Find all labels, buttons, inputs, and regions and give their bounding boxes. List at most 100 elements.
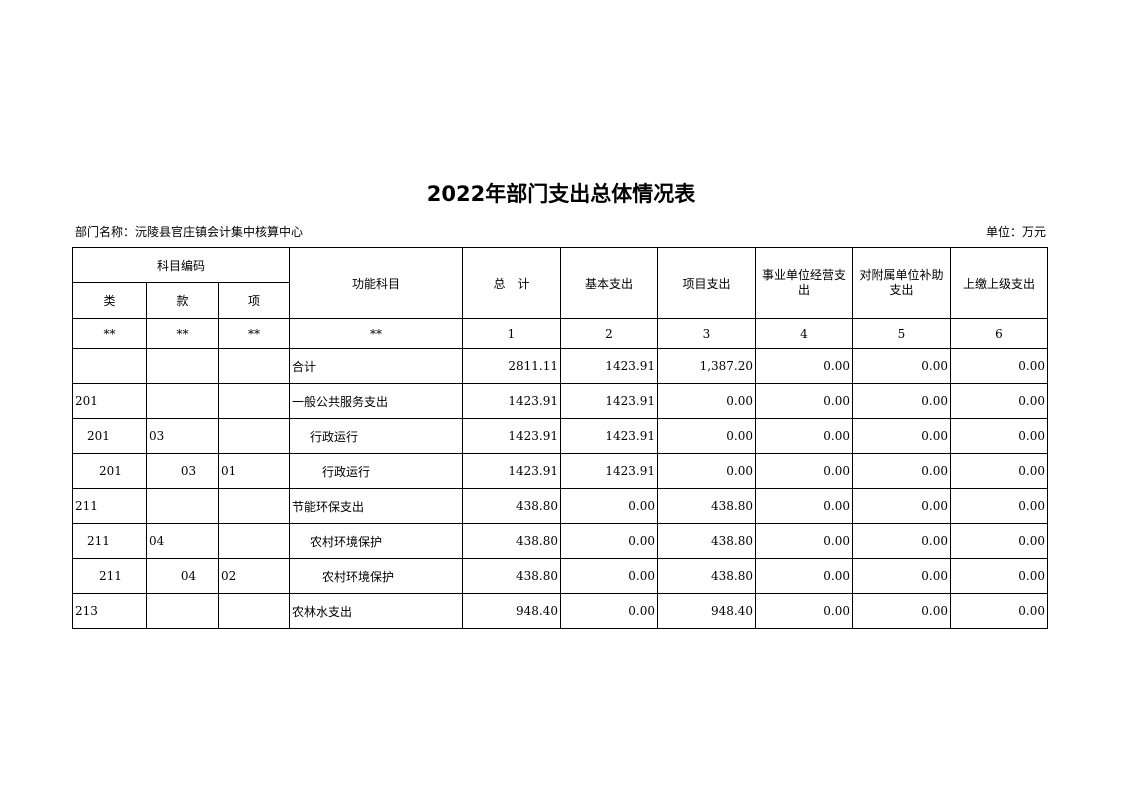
cell-subsidy: 0.00 (852, 418, 951, 454)
header-basic: 基本支出 (560, 247, 658, 319)
cell-upper: 0.00 (950, 558, 1048, 594)
cell-total: 1423.91 (462, 418, 561, 454)
cell-code-xiang (218, 418, 290, 454)
header-project: 项目支出 (657, 247, 756, 319)
table-row: 211 04 农村环境保护 438.80 0.00 438.80 0.00 0.00 0.00 (72, 523, 1048, 559)
cell-project: 438.80 (657, 523, 756, 559)
cell-upper: 0.00 (950, 523, 1048, 559)
index-cell: 5 (852, 318, 951, 349)
cell-basic: 0.00 (560, 593, 658, 629)
cell-code-kuan (146, 348, 219, 384)
cell-code-kuan: 04 (146, 523, 219, 559)
cell-project: 0.00 (657, 383, 756, 419)
cell-code-xiang (218, 488, 290, 524)
cell-upper: 0.00 (950, 418, 1048, 454)
cell-function-name: 农林水支出 (289, 593, 463, 629)
cell-total: 438.80 (462, 523, 561, 559)
cell-code-kuan: 03 (146, 418, 219, 454)
cell-code-xiang (218, 348, 290, 384)
index-cell: 2 (560, 318, 658, 349)
cell-project: 0.00 (657, 453, 756, 489)
index-cell: 3 (657, 318, 756, 349)
table-row: 213 农林水支出 948.40 0.00 948.40 0.00 0.00 0.00 (72, 593, 1048, 629)
header-code-group: 科目编码 (72, 247, 290, 283)
cell-business: 0.00 (755, 383, 853, 419)
cell-function-name: 节能环保支出 (289, 488, 463, 524)
cell-upper: 0.00 (950, 383, 1048, 419)
cell-code-kuan (146, 593, 219, 629)
cell-function-name: 农村环境保护 (289, 523, 463, 559)
cell-total: 1423.91 (462, 383, 561, 419)
table-row: 211 04 02 农村环境保护 438.80 0.00 438.80 0.00 0.00 0.0… (72, 558, 1048, 594)
table-row: 211 节能环保支出 438.80 0.00 438.80 0.00 0.00 0.00 (72, 488, 1048, 524)
cell-upper: 0.00 (950, 453, 1048, 489)
cell-project: 1,387.20 (657, 348, 756, 384)
cell-code-kuan (146, 488, 219, 524)
department-name: 部门名称：沅陵县官庄镇会计集中核算中心 (75, 225, 304, 239)
cell-function-name: 农村环境保护 (289, 558, 463, 594)
cell-function-name: 合计 (289, 348, 463, 384)
cell-code-kuan: 03 (146, 453, 219, 489)
cell-code-kuan (146, 383, 219, 419)
cell-business: 0.00 (755, 488, 853, 524)
cell-business: 0.00 (755, 523, 853, 559)
index-row: ** ** ** ** 1 2 3 4 5 6 (72, 318, 1048, 349)
table-row: 合计 2811.11 1423.91 1,387.20 0.00 0.00 0.00 (72, 348, 1048, 384)
unit-label: 单位：万元 (985, 225, 1046, 239)
cell-subsidy: 0.00 (852, 523, 951, 559)
cell-basic: 0.00 (560, 523, 658, 559)
header-xiang: 项 (218, 282, 290, 319)
cell-total: 948.40 (462, 593, 561, 629)
cell-project: 0.00 (657, 418, 756, 454)
cell-project: 438.80 (657, 558, 756, 594)
cell-upper: 0.00 (950, 348, 1048, 384)
cell-function-name: 行政运行 (289, 418, 463, 454)
index-cell: ** (218, 318, 290, 349)
cell-code-xiang (218, 383, 290, 419)
cell-function-name: 行政运行 (289, 453, 463, 489)
cell-business: 0.00 (755, 593, 853, 629)
cell-code-kuan: 04 (146, 558, 219, 594)
cell-subsidy: 0.00 (852, 383, 951, 419)
cell-total: 2811.11 (462, 348, 561, 384)
cell-total: 438.80 (462, 488, 561, 524)
cell-basic: 0.00 (560, 558, 658, 594)
index-cell: ** (289, 318, 463, 349)
cell-upper: 0.00 (950, 593, 1048, 629)
cell-basic: 1423.91 (560, 453, 658, 489)
table-row: 201 03 01 行政运行 1423.91 1423.91 0.00 0.00 0.00 0.0… (72, 453, 1048, 489)
cell-basic: 1423.91 (560, 348, 658, 384)
cell-basic: 1423.91 (560, 383, 658, 419)
cell-function-name: 一般公共服务支出 (289, 383, 463, 419)
cell-subsidy: 0.00 (852, 488, 951, 524)
cell-upper: 0.00 (950, 488, 1048, 524)
cell-basic: 0.00 (560, 488, 658, 524)
index-cell: ** (72, 318, 147, 349)
index-cell: 4 (755, 318, 853, 349)
header-kuan: 款 (146, 282, 219, 319)
cell-business: 0.00 (755, 558, 853, 594)
cell-code-lei: 213 (72, 593, 147, 629)
page-title: 2022年部门支出总体情况表 (426, 182, 696, 206)
cell-code-lei (72, 348, 147, 384)
header-upper: 上缴上级支出 (950, 247, 1048, 319)
header-business: 事业单位经营支出 (755, 247, 853, 319)
cell-subsidy: 0.00 (852, 593, 951, 629)
cell-code-lei: 211 (72, 523, 147, 559)
cell-code-lei: 201 (72, 383, 147, 419)
header-function: 功能科目 (289, 247, 463, 319)
header-total: 总 计 (462, 247, 561, 319)
header-subsidy: 对附属单位补助支出 (852, 247, 951, 319)
cell-subsidy: 0.00 (852, 558, 951, 594)
cell-code-lei: 211 (72, 488, 147, 524)
cell-business: 0.00 (755, 418, 853, 454)
cell-code-lei: 201 (72, 418, 147, 454)
cell-code-xiang: 01 (218, 453, 290, 489)
index-cell: 1 (462, 318, 561, 349)
cell-project: 948.40 (657, 593, 756, 629)
table-row: 201 03 行政运行 1423.91 1423.91 0.00 0.00 0.00 0.00 (72, 418, 1048, 454)
index-cell: ** (146, 318, 219, 349)
cell-basic: 1423.91 (560, 418, 658, 454)
header-lei: 类 (72, 282, 147, 319)
